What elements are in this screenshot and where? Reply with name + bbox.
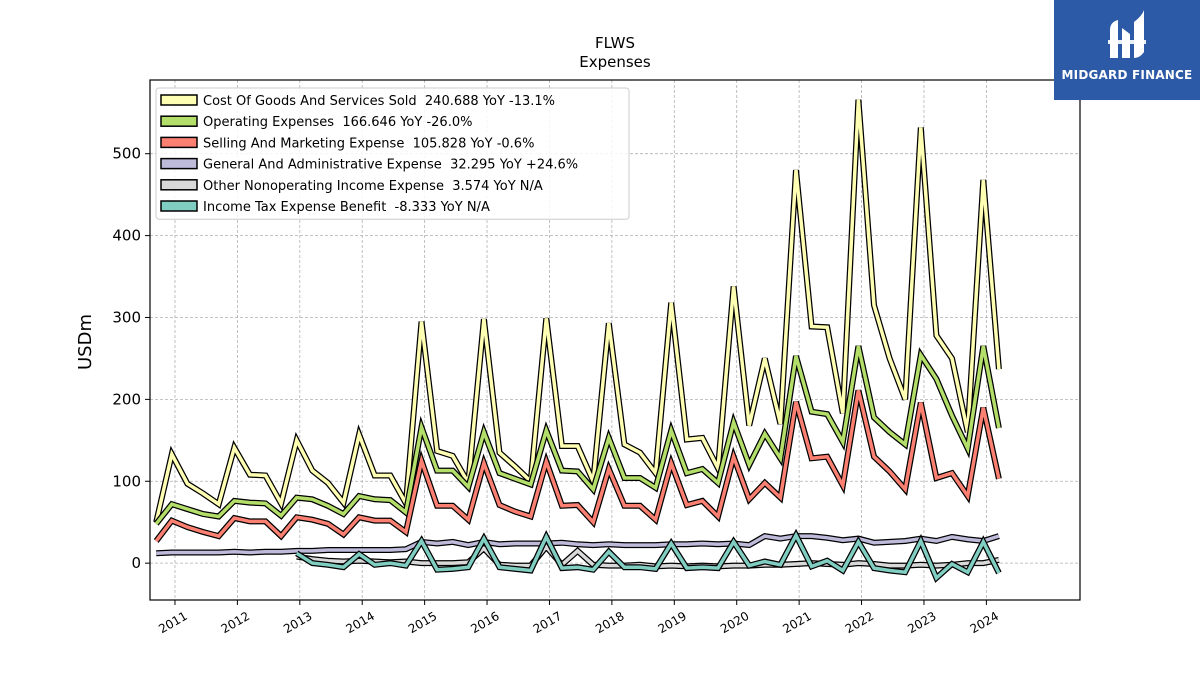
- x-tick-label: 2023: [905, 609, 938, 636]
- series-line-0: [154, 99, 1001, 523]
- logo-text: MIDGARD FINANCE: [1061, 68, 1193, 82]
- legend-label: Cost Of Goods And Services Sold 240.688 …: [203, 94, 555, 109]
- x-tick-label: 2015: [406, 609, 439, 636]
- legend-label: Operating Expenses 166.646 YoY -26.0%: [203, 115, 472, 130]
- legend-swatch: [160, 200, 198, 212]
- x-tick-label: 2013: [281, 609, 314, 636]
- legend-swatch: [160, 136, 198, 149]
- y-tick-label: 500: [112, 145, 141, 163]
- x-tick-label: 2011: [156, 609, 189, 636]
- plot-frame: [149, 79, 1081, 601]
- series-line-2: [154, 389, 1001, 543]
- chart-subtitle: Expenses: [579, 53, 651, 71]
- legend-swatch: [160, 115, 198, 127]
- legend-label: Other Nonoperating Income Expense 3.574 …: [203, 179, 543, 194]
- y-axis-label: USDm: [75, 314, 96, 370]
- legend-label: General And Administrative Expense 32.29…: [203, 158, 578, 173]
- x-tick-label: 2020: [718, 609, 751, 636]
- legend-swatch: [160, 157, 198, 170]
- legend-swatch: [160, 179, 198, 191]
- chart-title: FLWS: [595, 34, 635, 52]
- y-tick-label: 300: [112, 308, 141, 326]
- y-tick-label: 0: [131, 554, 141, 572]
- x-tick-label: 2018: [593, 609, 626, 636]
- y-tick-label: 100: [112, 472, 141, 490]
- x-tick-label: 2022: [843, 609, 876, 636]
- series-lines: [153, 99, 1002, 583]
- x-tick-label: 2019: [656, 609, 689, 636]
- y-tick-label: 200: [112, 390, 141, 408]
- series-line-1: [154, 345, 1001, 525]
- x-tick-label: 2024: [968, 609, 1001, 636]
- x-tick-label: 2021: [780, 609, 813, 636]
- legend-box: [155, 87, 630, 220]
- midgard-finance-logo: MIDGARD FINANCE: [1054, 0, 1200, 100]
- x-tick-label: 2016: [468, 609, 501, 636]
- legend-label: Income Tax Expense Benefit -8.333 YoY N/…: [203, 200, 490, 215]
- legend: Cost Of Goods And Services Sold 240.688 …: [155, 87, 630, 220]
- y-tick-label: 400: [112, 227, 141, 245]
- x-tick-label: 2017: [531, 609, 564, 636]
- legend-label: Selling And Marketing Expense 105.828 Yo…: [203, 136, 534, 151]
- x-tick-label: 2014: [343, 609, 376, 636]
- x-tick-label: 2012: [219, 609, 252, 636]
- legend-swatch: [160, 94, 198, 106]
- series-line-5: [295, 531, 1001, 581]
- logo-mark-icon: [1108, 10, 1146, 58]
